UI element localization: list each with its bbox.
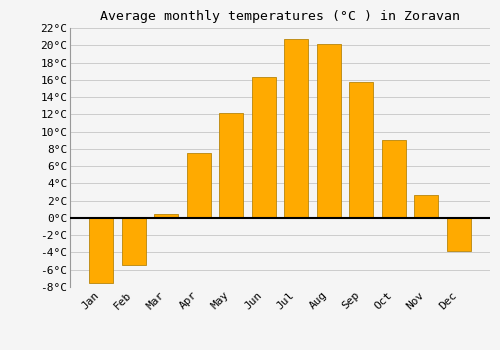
Bar	[446, 218, 471, 251]
Bar	[349, 82, 374, 218]
Bar	[252, 77, 276, 218]
Bar	[316, 43, 341, 218]
Bar	[284, 39, 308, 218]
Bar	[122, 218, 146, 265]
Bar	[154, 214, 178, 218]
Bar	[219, 113, 244, 218]
Title: Average monthly temperatures (°C ) in Zoravan: Average monthly temperatures (°C ) in Zo…	[100, 10, 460, 23]
Bar	[186, 153, 211, 218]
Bar	[414, 195, 438, 218]
Bar	[89, 218, 114, 283]
Bar	[382, 140, 406, 218]
